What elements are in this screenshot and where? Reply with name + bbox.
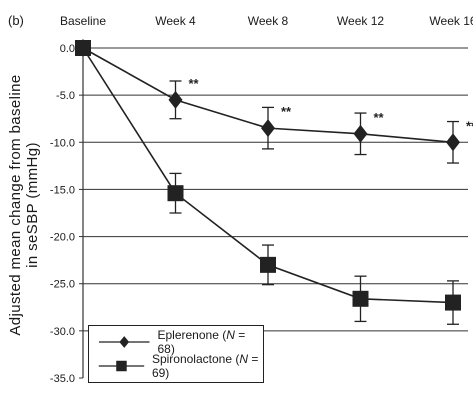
legend-item-spironolactone: Spironolactone (N = 69)	[97, 352, 263, 380]
data-point-square	[75, 40, 91, 56]
legend-label-spironolactone: Spironolactone (N = 69)	[151, 352, 259, 380]
y-tick-label: -20.0	[50, 232, 75, 244]
data-point-square	[260, 256, 276, 273]
y-tick-label: -15.0	[50, 184, 75, 196]
legend-label-eplerenone: Eplerenone (N = 68)	[157, 328, 246, 356]
legend-item-eplerenone: Eplerenone (N = 68)	[97, 328, 263, 356]
x-tick-label: Baseline	[60, 14, 106, 28]
legend-marker-diamond	[98, 336, 150, 348]
significance-annotation: **	[373, 110, 384, 125]
data-point-diamond	[446, 133, 460, 152]
legend: Eplerenone (N = 68) Spironolactone (N = …	[88, 325, 264, 383]
significance-annotation: **	[466, 118, 473, 133]
data-point-square	[445, 294, 461, 311]
y-tick-label: -5.0	[56, 90, 75, 102]
data-point-square	[352, 290, 369, 307]
y-tick-label: 0.0	[60, 43, 75, 55]
data-point-diamond	[168, 90, 183, 109]
significance-annotation: **	[188, 76, 199, 91]
y-tick-label: -25.0	[50, 279, 75, 291]
legend-marker-square	[98, 360, 145, 372]
data-point-diamond	[261, 119, 275, 138]
x-tick-label: Week 8	[248, 14, 289, 28]
y-tick-label: -10.0	[50, 137, 75, 149]
y-tick-label: -30.0	[50, 326, 75, 338]
data-point-diamond	[353, 124, 368, 143]
significance-annotation: **	[281, 104, 292, 119]
x-tick-label: Week 16	[429, 14, 473, 28]
panel-label: (b)	[8, 13, 24, 28]
x-tick-label: Week 12	[337, 14, 384, 28]
data-point-square	[167, 185, 184, 202]
x-tick-label: Week 4	[155, 14, 196, 28]
y-tick-label: -35.0	[50, 373, 75, 385]
